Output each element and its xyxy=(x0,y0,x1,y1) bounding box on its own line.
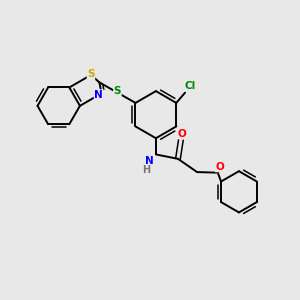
Text: S: S xyxy=(114,86,121,96)
Text: N: N xyxy=(94,90,103,100)
Text: N: N xyxy=(145,156,154,166)
Text: S: S xyxy=(87,69,95,80)
Text: O: O xyxy=(177,129,186,139)
Text: H: H xyxy=(142,165,151,175)
Text: Cl: Cl xyxy=(184,81,196,91)
Text: O: O xyxy=(215,162,224,172)
